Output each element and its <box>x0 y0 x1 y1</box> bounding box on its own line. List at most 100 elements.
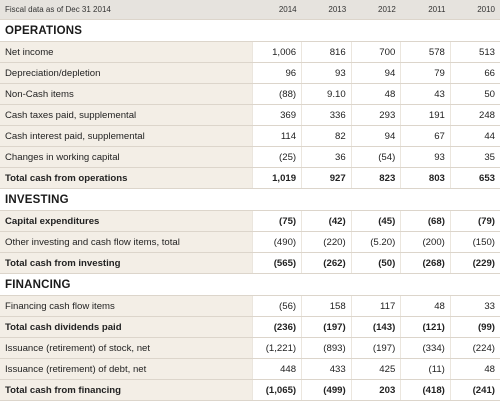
value-cell-2013: (42) <box>301 210 352 232</box>
year-header-2010: 2010 <box>450 0 500 20</box>
fiscal-date-label: Fiscal data as of Dec 31 2014 <box>0 0 253 20</box>
value-cell-2010: 48 <box>449 358 500 380</box>
row-label: Issuance (retirement) of debt, net <box>0 358 253 380</box>
value-cell-2014: (236) <box>251 316 302 338</box>
value-cell-2013: 158 <box>301 295 352 317</box>
value-cell-2010: 35 <box>449 146 500 168</box>
total-row: Total cash from operations 1,019 927 823 803… <box>0 167 500 189</box>
table-row: Issuance (retirement) of stock, net (1,22… <box>0 337 500 359</box>
section-title: FINANCING <box>0 273 500 296</box>
value-cell-2010: (79) <box>449 210 500 232</box>
value-cell-2012: 293 <box>350 104 401 126</box>
value-cell-2013: 93 <box>301 62 352 84</box>
value-cell-2011: 191 <box>400 104 451 126</box>
value-cell-2012: 823 <box>350 167 401 189</box>
row-label: Total cash dividends paid <box>0 316 253 338</box>
value-cell-2014: 448 <box>251 358 302 380</box>
value-cell-2011: (200) <box>400 231 451 253</box>
value-cell-2014: (565) <box>251 252 302 274</box>
value-cell-2012: (54) <box>350 146 401 168</box>
value-cell-2010: 50 <box>449 83 500 105</box>
value-cell-2013: 927 <box>301 167 352 189</box>
value-cell-2011: 48 <box>400 295 451 317</box>
value-cell-2012: (45) <box>350 210 401 232</box>
row-label: Issuance (retirement) of stock, net <box>0 337 253 359</box>
value-cell-2012: 425 <box>350 358 401 380</box>
table-row: Other investing and cash flow items, tot… <box>0 231 500 253</box>
value-cell-2014: 369 <box>251 104 302 126</box>
value-cell-2011: (268) <box>400 252 451 274</box>
value-cell-2012: 203 <box>350 379 401 401</box>
value-cell-2010: (229) <box>449 252 500 274</box>
row-label: Net income <box>0 41 253 63</box>
value-cell-2010: (150) <box>449 231 500 253</box>
value-cell-2014: (1,221) <box>251 337 302 359</box>
value-cell-2014: (75) <box>251 210 302 232</box>
value-cell-2014: (56) <box>251 295 302 317</box>
row-label: Total cash from financing <box>0 379 253 401</box>
value-cell-2012: 48 <box>350 83 401 105</box>
value-cell-2013: 336 <box>301 104 352 126</box>
value-cell-2011: (121) <box>400 316 451 338</box>
section-title: OPERATIONS <box>0 19 500 42</box>
value-cell-2013: 433 <box>301 358 352 380</box>
value-cell-2012: 94 <box>350 62 401 84</box>
year-header-2012: 2012 <box>351 0 401 20</box>
table-row: Non-Cash items (88) 9.10 48 43 50 <box>0 83 500 105</box>
value-cell-2013: (893) <box>301 337 352 359</box>
value-cell-2011: (418) <box>400 379 451 401</box>
value-cell-2012: (143) <box>350 316 401 338</box>
table-row: Cash taxes paid, supplemental 369 336 293 19… <box>0 104 500 126</box>
year-header-2013: 2013 <box>301 0 352 20</box>
section-header-financing: FINANCING <box>0 273 500 296</box>
value-cell-2011: (11) <box>400 358 451 380</box>
value-cell-2010: 248 <box>449 104 500 126</box>
value-cell-2013: (220) <box>301 231 352 253</box>
value-cell-2013: 9.10 <box>301 83 352 105</box>
value-cell-2014: (1,065) <box>251 379 302 401</box>
value-cell-2012: 94 <box>350 125 401 147</box>
table-row: Total cash dividends paid (236) (197) (143)… <box>0 316 500 338</box>
header-row: Fiscal data as of Dec 31 2014 2014 2013 … <box>0 0 500 20</box>
row-label: Capital expenditures <box>0 210 253 232</box>
row-label: Non-Cash items <box>0 83 253 105</box>
value-cell-2013: 36 <box>301 146 352 168</box>
value-cell-2010: (241) <box>449 379 500 401</box>
value-cell-2011: (68) <box>400 210 451 232</box>
row-label: Total cash from investing <box>0 252 253 274</box>
value-cell-2012: (5.20) <box>350 231 401 253</box>
value-cell-2014: (88) <box>251 83 302 105</box>
table-row: Cash interest paid, supplemental 114 82 94 6… <box>0 125 500 147</box>
value-cell-2013: 82 <box>301 125 352 147</box>
value-cell-2010: (99) <box>449 316 500 338</box>
value-cell-2011: 79 <box>400 62 451 84</box>
table-row: Issuance (retirement) of debt, net 448 433… <box>0 358 500 380</box>
value-cell-2012: (197) <box>350 337 401 359</box>
table-row: Net income 1,006 816 700 578 513 <box>0 41 500 63</box>
value-cell-2013: (499) <box>301 379 352 401</box>
table-row: Capital expenditures (75) (42) (45) (68) (79) <box>0 210 500 232</box>
row-label: Depreciation/depletion <box>0 62 253 84</box>
table-row: Changes in working capital (25) 36 (54) 93 35 <box>0 146 500 168</box>
value-cell-2011: 43 <box>400 83 451 105</box>
value-cell-2011: 578 <box>400 41 451 63</box>
total-row: Total cash from financing (1,065) (499) 203… <box>0 379 500 401</box>
row-label: Changes in working capital <box>0 146 253 168</box>
row-label: Cash taxes paid, supplemental <box>0 104 253 126</box>
value-cell-2010: 653 <box>449 167 500 189</box>
value-cell-2010: 66 <box>449 62 500 84</box>
value-cell-2012: 117 <box>350 295 401 317</box>
value-cell-2011: (334) <box>400 337 451 359</box>
value-cell-2014: 1,019 <box>251 167 302 189</box>
year-header-2011: 2011 <box>400 0 451 20</box>
total-row: Total cash from investing (565) (262) (50)(… <box>0 252 500 274</box>
row-label: Financing cash flow items <box>0 295 253 317</box>
value-cell-2010: 44 <box>449 125 500 147</box>
row-label: Other investing and cash flow items, tot… <box>0 231 253 253</box>
value-cell-2014: 96 <box>251 62 302 84</box>
table-row: Depreciation/depletion 96 93 94 79 66 <box>0 62 500 84</box>
value-cell-2011: 803 <box>400 167 451 189</box>
value-cell-2013: (262) <box>301 252 352 274</box>
section-header-operations: OPERATIONS <box>0 19 500 42</box>
